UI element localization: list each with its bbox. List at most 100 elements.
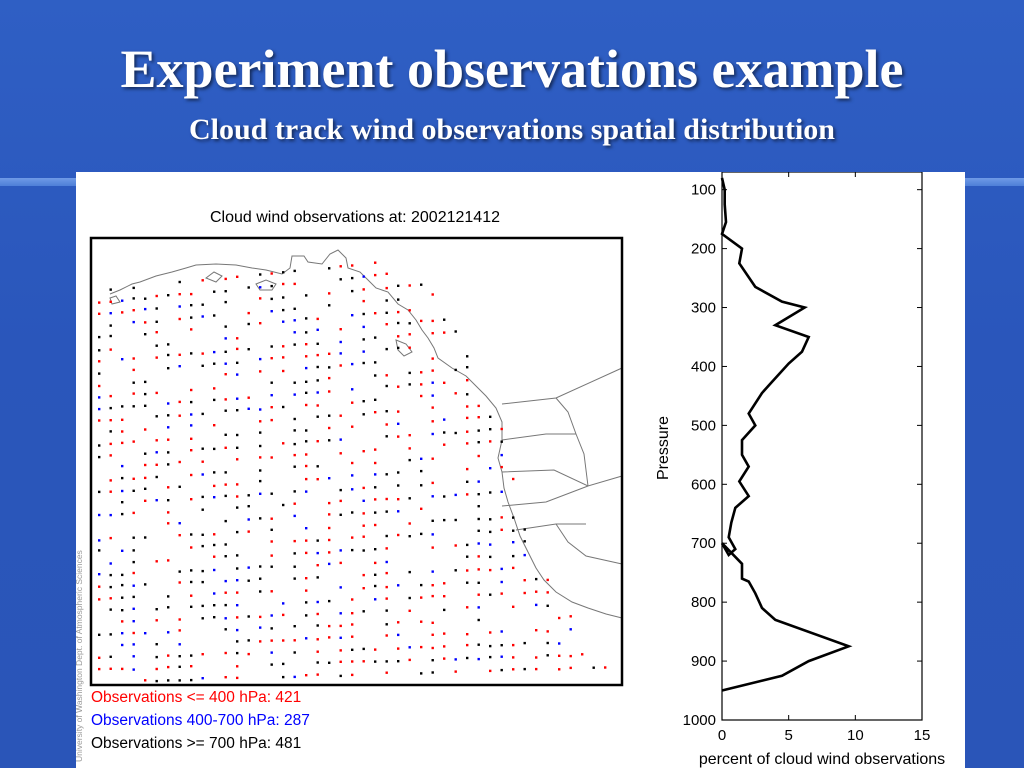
observation-dot xyxy=(546,578,549,582)
observation-dot xyxy=(224,483,227,486)
observation-dot xyxy=(397,533,400,537)
observation-dot xyxy=(351,425,354,428)
observation-dot xyxy=(109,394,112,398)
observation-dot xyxy=(282,613,285,617)
observation-dot xyxy=(305,331,308,334)
observation-dot xyxy=(98,455,101,459)
observation-dot xyxy=(98,539,101,542)
observation-dot xyxy=(328,661,331,664)
observation-dot xyxy=(109,312,112,315)
observation-dot xyxy=(293,565,296,568)
observation-dot xyxy=(500,465,503,469)
observation-dot xyxy=(236,628,239,632)
figure-svg: Cloud wind observations at: 2002121412 U… xyxy=(76,172,945,768)
observation-dot xyxy=(316,576,319,579)
observation-dot xyxy=(167,343,170,346)
observation-dot xyxy=(201,677,204,680)
series-line xyxy=(720,177,853,692)
observation-dot xyxy=(431,432,434,436)
observation-dot xyxy=(477,517,480,521)
observation-dot xyxy=(500,567,503,571)
observation-dot xyxy=(224,446,227,449)
observation-dot xyxy=(167,511,170,514)
observation-dot xyxy=(420,672,423,675)
observation-dot xyxy=(339,660,342,663)
observation-dot xyxy=(282,308,285,312)
observation-dot xyxy=(328,366,331,369)
observation-dot xyxy=(293,429,296,432)
observation-dot xyxy=(259,420,262,423)
observation-dot xyxy=(167,665,170,669)
observation-dot xyxy=(98,585,101,588)
x-axis: 0 5 10 15 xyxy=(718,172,930,744)
observation-dot xyxy=(293,490,296,493)
observation-dot xyxy=(328,439,331,442)
observation-dot xyxy=(397,335,400,338)
observation-dot xyxy=(236,554,239,557)
observation-dot xyxy=(362,450,365,453)
observation-dot xyxy=(282,503,285,507)
observation-dot xyxy=(512,605,515,608)
observation-dot xyxy=(351,673,354,677)
observation-dot xyxy=(167,426,170,429)
observation-dot xyxy=(339,328,342,331)
observation-dot xyxy=(167,522,170,525)
observation-dot xyxy=(362,486,365,490)
observation-dot xyxy=(236,373,239,376)
observation-dot xyxy=(408,434,411,437)
observation-dot xyxy=(362,325,365,329)
observation-dot xyxy=(259,286,262,289)
observation-dot xyxy=(454,368,457,372)
observation-dot xyxy=(190,400,193,404)
observation-dot xyxy=(431,481,434,485)
observation-dot xyxy=(224,398,227,401)
observation-dot xyxy=(374,573,377,576)
observation-dot xyxy=(454,431,457,435)
observation-dot xyxy=(190,316,193,319)
observation-dot xyxy=(328,551,331,554)
observation-dot xyxy=(408,284,411,287)
observation-dot xyxy=(259,577,262,580)
observation-dot xyxy=(213,387,216,390)
observation-dot xyxy=(178,293,181,296)
observation-dot xyxy=(558,642,561,645)
observation-dot xyxy=(98,384,101,388)
observation-dot xyxy=(282,356,285,359)
observation-dot xyxy=(466,656,469,660)
observation-dot xyxy=(362,299,365,303)
observation-dot xyxy=(98,301,101,304)
observation-dot xyxy=(155,679,158,683)
observation-dot xyxy=(512,529,515,532)
observation-dot xyxy=(316,564,319,567)
observation-dot xyxy=(431,659,434,662)
observation-dot xyxy=(132,584,135,587)
observation-dot xyxy=(282,369,285,373)
observation-dot xyxy=(385,473,388,476)
observation-dot xyxy=(121,620,124,623)
observation-dot xyxy=(293,552,296,555)
observation-dot xyxy=(247,407,250,410)
observation-dot xyxy=(270,345,273,348)
observation-dot xyxy=(339,278,342,281)
observation-dot xyxy=(351,461,354,465)
observation-dot xyxy=(408,309,411,312)
observation-dot xyxy=(420,394,423,398)
observation-dot xyxy=(362,512,365,515)
observation-dot xyxy=(213,568,216,572)
observation-dot xyxy=(132,381,135,384)
observation-dot xyxy=(339,340,342,344)
observation-dot xyxy=(259,431,262,434)
observation-dot xyxy=(351,660,354,663)
observation-dot xyxy=(132,595,135,599)
observation-dot xyxy=(374,448,377,451)
observation-dot xyxy=(201,364,204,367)
observation-dot xyxy=(523,528,526,531)
observation-dot xyxy=(121,299,124,302)
observation-dot xyxy=(121,489,124,493)
observation-dot xyxy=(213,350,216,354)
observation-dot xyxy=(535,667,538,671)
observation-dot xyxy=(155,331,158,334)
observation-dot xyxy=(339,499,342,503)
observation-dot xyxy=(132,405,135,408)
observation-dot xyxy=(408,570,411,574)
